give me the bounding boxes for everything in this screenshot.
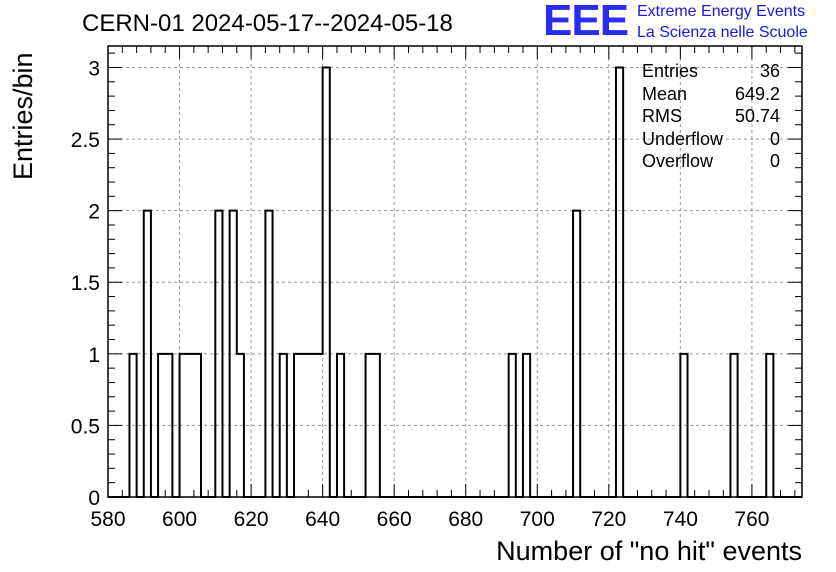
stats-value: 36 [759,61,780,81]
stats-row-underflow: Underflow 0 [642,128,780,151]
stats-value: 0 [769,151,780,171]
stats-label: Mean [642,83,688,104]
stats-label: Underflow [642,128,724,149]
stats-value: 0 [769,128,780,149]
stats-row-overflow: Overflow 0 [642,150,780,173]
x-tick-label: 580 [90,508,125,531]
stats-value: 50.74 [734,106,780,126]
y-tick-label: 1.5 [71,272,100,295]
stats-box: Entries 36 Mean 649.2 RMS 50.74 Underflo… [642,60,780,173]
y-tick-label: 2.5 [71,129,100,152]
y-axis-label: Entries/bin [8,52,38,180]
eee-logo: EEE [543,0,629,45]
stats-label: RMS [642,106,682,126]
x-tick-label: 720 [591,508,626,531]
plot-frame [107,45,803,498]
stats-row-rms: RMS 50.74 [642,105,780,128]
y-tick-label: 1 [88,344,100,367]
y-tick-label: 3 [88,57,100,80]
x-tick-label: 640 [305,508,340,531]
stats-label: Overflow [642,151,714,171]
x-tick-label: 660 [377,508,412,531]
y-tick-label: 0.5 [71,415,100,438]
logo-text-line2: La Scienza nelle Scuole [637,24,808,41]
chart-title: CERN-01 2024-05-17--2024-05-18 [82,10,453,37]
x-tick-label: 680 [448,508,483,531]
x-tick-label: 740 [663,508,698,531]
x-tick-label: 760 [734,508,769,531]
x-tick-label: 600 [162,508,197,531]
y-tick-label: 2 [88,201,100,224]
logo-text-line1: Extreme Energy Events [637,3,806,20]
y-tick-label: 0 [88,487,100,510]
stats-row-entries: Entries 36 [642,60,780,83]
stats-label: Entries [642,61,699,81]
x-tick-label: 700 [520,508,555,531]
stats-value: 649.2 [734,83,780,104]
x-tick-label: 620 [234,508,269,531]
x-axis-label: Number of "no hit" events [496,536,802,566]
stats-row-mean: Mean 649.2 [642,83,780,106]
